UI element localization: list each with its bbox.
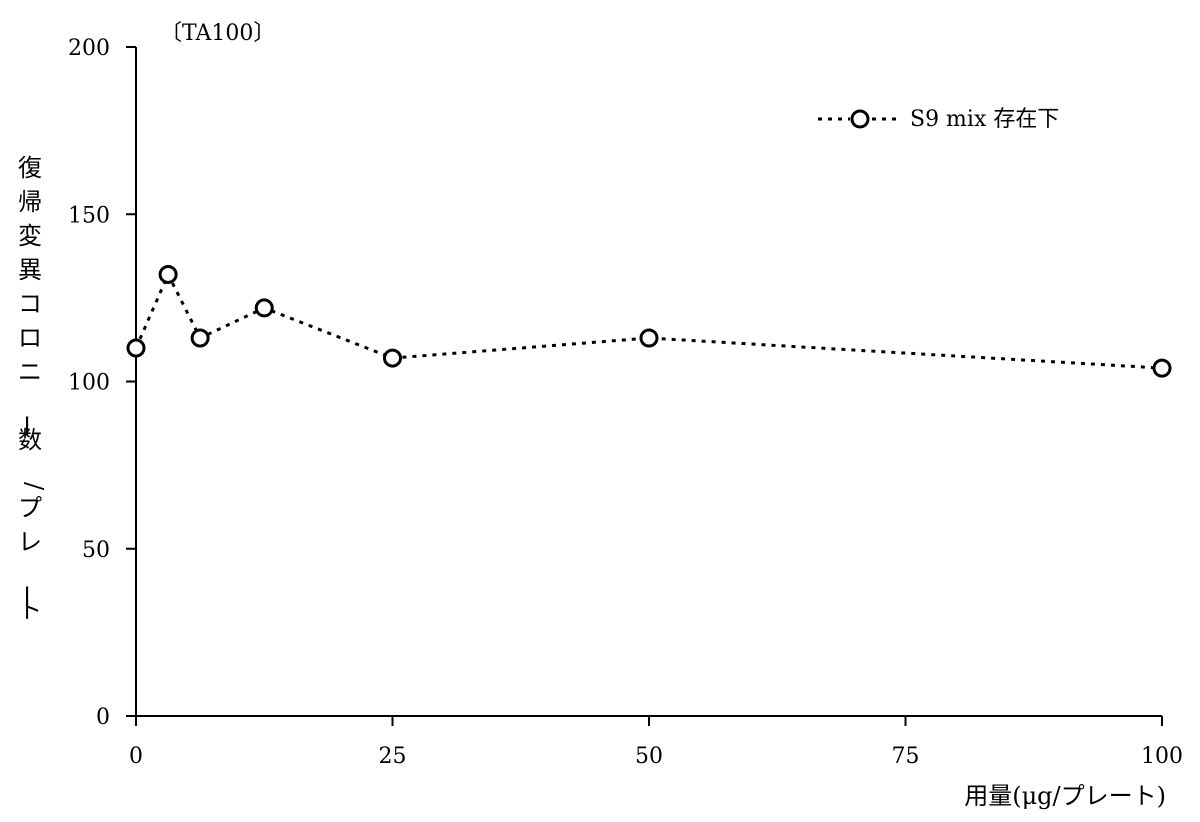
x-tick-label: 50	[635, 744, 663, 769]
y-axis-title: 復帰変異コロニー数/プレート	[12, 154, 48, 624]
x-tick-label: 100	[1141, 744, 1183, 769]
x-axis-title: 用量(μg/プレート)	[964, 782, 1166, 810]
series-layer	[126, 264, 1172, 378]
data-point	[383, 348, 402, 368]
legend-label: S9 mix 存在下	[910, 107, 1059, 132]
series-line	[134, 270, 1163, 370]
legend: S9 mix 存在下	[818, 107, 1059, 132]
y-tick-label: 200	[68, 36, 110, 61]
y-ticks: 0 50 100 150 200	[68, 36, 136, 730]
y-tick-label: 150	[68, 203, 110, 228]
strain-tag: 〔TA100〕	[160, 21, 275, 46]
x-tick-label: 25	[379, 744, 407, 769]
data-point	[126, 338, 146, 358]
data-point	[1152, 358, 1172, 378]
data-point	[639, 328, 659, 348]
x-tick-label: 0	[129, 744, 143, 769]
legend-marker	[850, 109, 870, 129]
data-point	[190, 328, 210, 348]
data-point	[158, 264, 178, 284]
data-point	[254, 298, 274, 318]
x-ticks: 0 25 50 75 100	[129, 716, 1183, 769]
y-tick-label: 0	[96, 705, 110, 730]
y-tick-label: 50	[82, 538, 110, 563]
y-tick-label: 100	[68, 371, 110, 396]
x-tick-label: 75	[892, 744, 920, 769]
